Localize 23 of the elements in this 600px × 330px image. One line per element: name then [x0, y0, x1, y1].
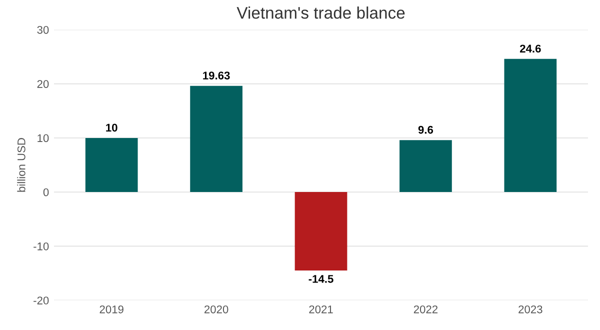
y-tick-label: -20 — [34, 296, 49, 304]
bar — [504, 58, 557, 192]
y-tick-label: 10 — [38, 134, 49, 142]
y-tick-label: -10 — [34, 242, 49, 250]
bar — [294, 192, 348, 271]
y-tick-label: 20 — [37, 80, 49, 88]
x-tick-label: 2023 — [518, 305, 542, 314]
data-label: 10 — [106, 124, 118, 132]
data-label: -14.5 — [308, 275, 334, 283]
x-tick-label: 2019 — [100, 305, 124, 314]
data-label: 9.6 — [418, 126, 434, 134]
x-tick-label: 2022 — [414, 305, 438, 314]
y-tick-label: 30 — [37, 26, 49, 34]
bar — [400, 140, 452, 192]
x-tick-label: 2021 — [309, 305, 333, 314]
bar — [190, 86, 242, 192]
data-label: 19.63 — [203, 72, 230, 80]
data-label: 24.6 — [520, 44, 541, 53]
x-tick-label: 2020 — [204, 305, 228, 314]
y-tick-label: 0 — [43, 188, 49, 196]
y-axis-title: billion USD — [17, 138, 26, 192]
chart-title: Vietnam's trade blance — [236, 6, 405, 19]
bar — [85, 138, 138, 192]
